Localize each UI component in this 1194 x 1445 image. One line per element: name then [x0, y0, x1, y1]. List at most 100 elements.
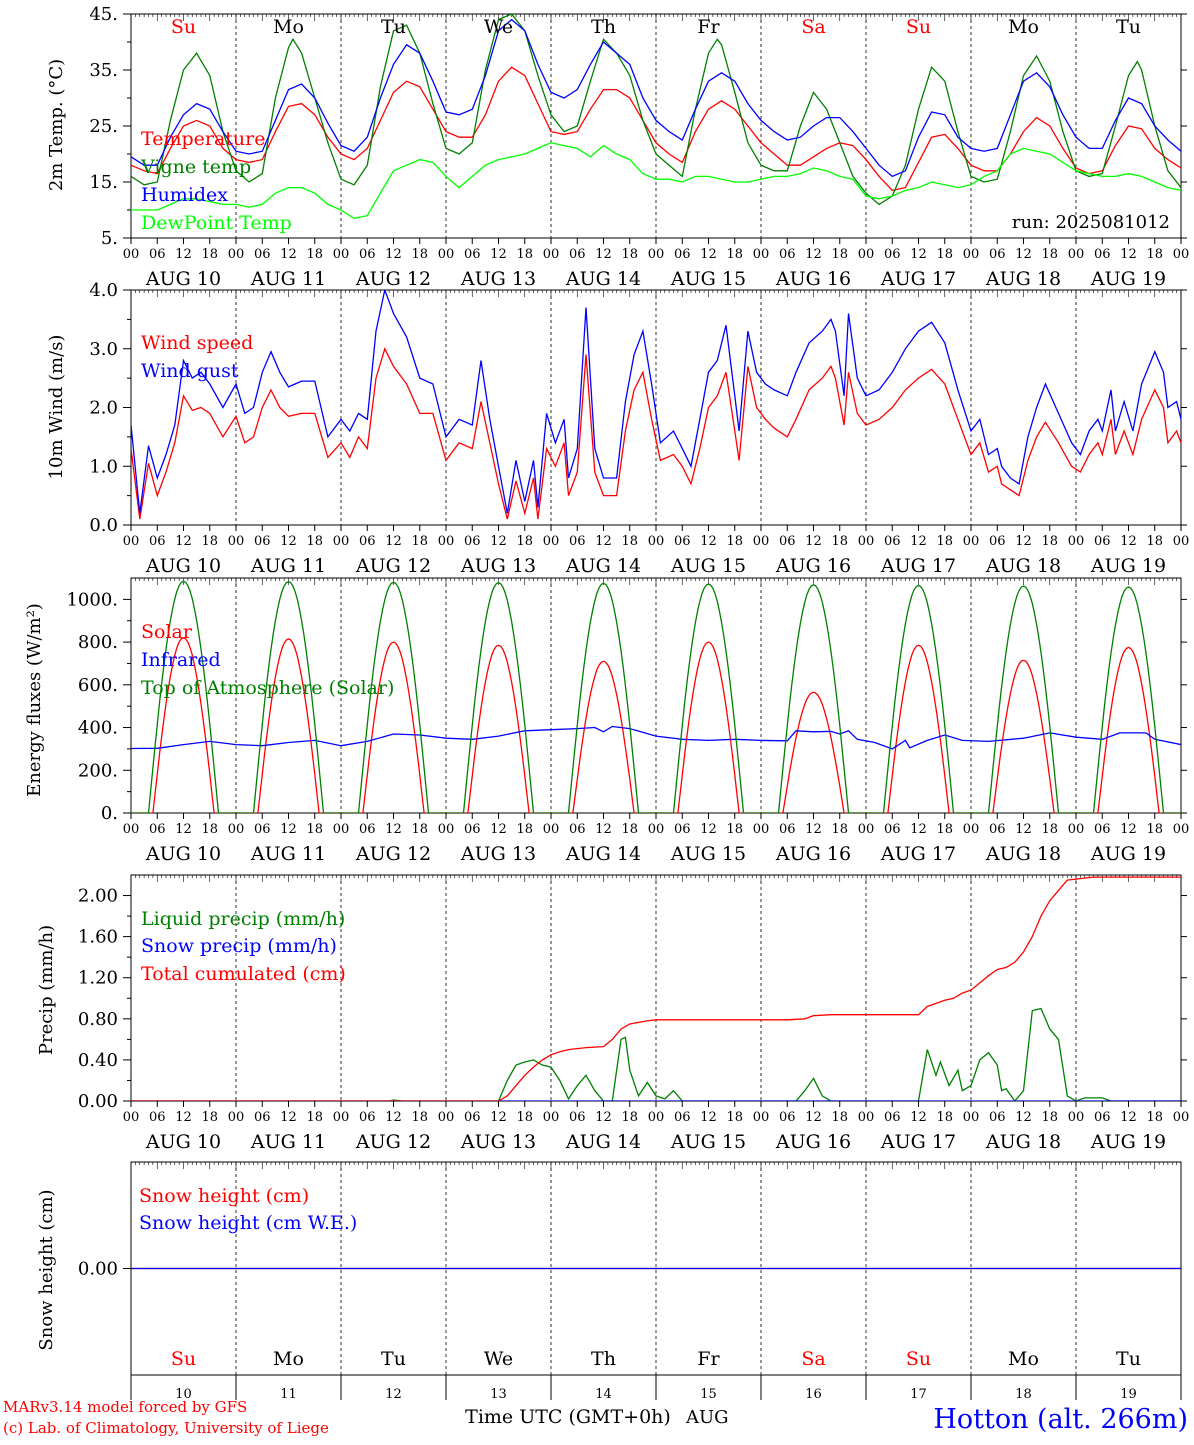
- hour-tick-label: 00: [1068, 247, 1085, 262]
- y-tick-label: 0.40: [78, 1050, 118, 1071]
- date-label: AUG 14: [565, 555, 641, 577]
- date-label: AUG 16: [775, 555, 851, 577]
- hour-tick-label: 00: [1068, 1110, 1085, 1125]
- y-axis-title: 10m Wind (m/s): [46, 335, 67, 480]
- footer-day-label: Mo: [273, 1348, 304, 1370]
- hour-tick-label: 00: [1173, 1110, 1190, 1125]
- wind-series-wind-gust: [131, 290, 1181, 514]
- hour-tick-label: 12: [700, 822, 717, 837]
- date-label: AUG 18: [985, 1131, 1061, 1153]
- legend-temperature-3: DewPoint Temp: [141, 212, 292, 234]
- date-label: AUG 11: [250, 1131, 326, 1153]
- y-tick-label: 600.: [78, 675, 118, 696]
- hour-tick-label: 00: [858, 247, 875, 262]
- hour-tick-label: 18: [1041, 247, 1058, 262]
- hour-tick-label: 06: [884, 1110, 901, 1125]
- hour-tick-label: 12: [280, 247, 297, 262]
- y-tick-label: 1.60: [78, 927, 118, 948]
- date-label: AUG 11: [250, 843, 326, 865]
- hour-tick-label: 06: [149, 247, 166, 262]
- hour-tick-label: 12: [1015, 534, 1032, 549]
- hour-tick-label: 06: [149, 1110, 166, 1125]
- day-number-label: 12: [385, 1387, 402, 1402]
- date-label: AUG 17: [880, 268, 956, 290]
- hour-tick-label: 12: [175, 1110, 192, 1125]
- date-label: AUG 16: [775, 843, 851, 865]
- hour-tick-label: 06: [359, 247, 376, 262]
- hour-tick-label: 18: [516, 534, 533, 549]
- date-label: AUG 13: [460, 1131, 536, 1153]
- date-label: AUG 12: [355, 1131, 431, 1153]
- hour-tick-label: 18: [201, 1110, 218, 1125]
- header-day-label: Sa: [801, 16, 825, 38]
- hour-tick-label: 12: [175, 247, 192, 262]
- hour-tick-label: 18: [936, 534, 953, 549]
- y-tick-label: 200.: [78, 760, 118, 781]
- legend-energy-0: Solar: [141, 621, 193, 643]
- footer-day-label: Tu: [381, 1348, 406, 1370]
- legend-wind-0: Wind speed: [141, 332, 253, 354]
- hour-tick-label: 18: [726, 534, 743, 549]
- hour-tick-label: 12: [1015, 247, 1032, 262]
- wind-panel: 00 06 12 18 00 06 12 18 00 06 12 18 00 06 12 18 00 06 12 18…: [46, 280, 1189, 577]
- footer-day-label: Tu: [1116, 1348, 1141, 1370]
- hour-tick-label: 00: [753, 534, 770, 549]
- date-label: AUG 13: [460, 268, 536, 290]
- date-label: AUG 14: [565, 1131, 641, 1153]
- date-label: AUG 10: [145, 555, 221, 577]
- hour-tick-label: 12: [385, 1110, 402, 1125]
- hour-tick-label: 12: [175, 822, 192, 837]
- hour-tick-label: 18: [306, 1110, 323, 1125]
- hour-tick-label: 06: [674, 1110, 691, 1125]
- header-day-label: Tu: [1116, 16, 1141, 38]
- date-label: AUG 15: [670, 843, 746, 865]
- hour-tick-label: 12: [910, 534, 927, 549]
- hour-tick-label: 18: [936, 822, 953, 837]
- hour-tick-label: 00: [123, 1110, 140, 1125]
- hour-tick-label: 00: [648, 822, 665, 837]
- hour-tick-label: 18: [306, 822, 323, 837]
- hour-tick-label: 00: [858, 534, 875, 549]
- header-day-label: We: [484, 16, 513, 38]
- hour-tick-label: 12: [490, 822, 507, 837]
- temperature-panel: 00 06 12 18 00 06 12 18 00 06 12 18 00 06 12 18 00 06 12 18…: [46, 4, 1189, 290]
- date-label: AUG 16: [775, 268, 851, 290]
- day-number-label: 16: [805, 1387, 822, 1402]
- energy-series-solar: [131, 637, 1181, 813]
- hour-tick-label: 06: [1094, 247, 1111, 262]
- hour-tick-label: 06: [149, 822, 166, 837]
- date-label: AUG 19: [1090, 268, 1166, 290]
- precip-series-liquid-precip-mm-h-: [131, 1007, 1181, 1101]
- hour-tick-label: 00: [438, 247, 455, 262]
- hour-tick-label: 12: [805, 1110, 822, 1125]
- hour-tick-label: 00: [648, 534, 665, 549]
- hour-tick-label: 00: [753, 1110, 770, 1125]
- date-label: AUG 15: [670, 268, 746, 290]
- hour-tick-label: 12: [910, 247, 927, 262]
- hour-tick-label: 00: [648, 247, 665, 262]
- energy-series-top-of-atmosphere-solar-: [131, 580, 1181, 813]
- y-tick-label: 1.0: [89, 456, 118, 477]
- hour-tick-label: 18: [831, 822, 848, 837]
- header-day-label: Su: [906, 16, 931, 38]
- hour-tick-label: 06: [779, 822, 796, 837]
- y-axis-title: 2m Temp. (°C): [46, 59, 67, 191]
- hour-tick-label: 06: [1094, 1110, 1111, 1125]
- time-axis-label: Time UTC (GMT+0h): [465, 1406, 671, 1428]
- legend-temperature-2: Humidex: [141, 184, 228, 206]
- wind-series-wind-speed: [131, 347, 1181, 520]
- y-tick-label: 1000.: [66, 589, 118, 610]
- footer-day-label: We: [484, 1348, 513, 1370]
- hour-tick-label: 00: [543, 534, 560, 549]
- hour-tick-label: 18: [411, 247, 428, 262]
- hour-tick-label: 18: [936, 1110, 953, 1125]
- y-tick-label: 35.: [89, 60, 118, 81]
- hour-tick-label: 12: [805, 534, 822, 549]
- day-number-label: 13: [490, 1387, 507, 1402]
- header-day-label: Mo: [1008, 16, 1039, 38]
- hour-tick-label: 00: [543, 822, 560, 837]
- station-label: Hotton (alt. 266m): [933, 1404, 1188, 1435]
- credit-line-1: MARv3.14 model forced by GFS: [3, 1398, 247, 1416]
- y-axis-title: Energy fluxes (W/m²): [24, 603, 45, 797]
- legend-snow-0: Snow height (cm): [139, 1185, 309, 1207]
